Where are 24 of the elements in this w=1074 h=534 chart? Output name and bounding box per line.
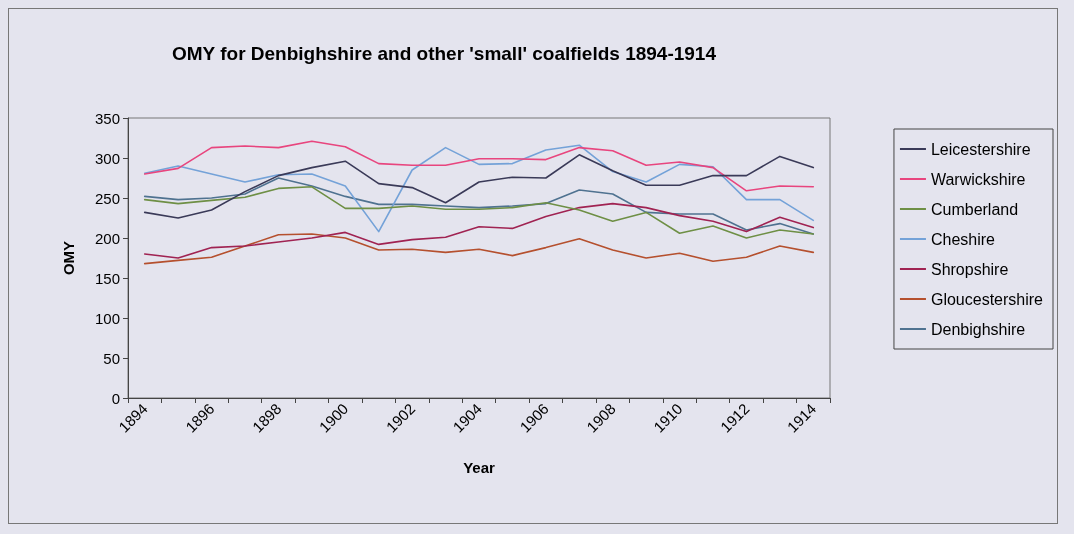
x-axis-title: Year: [463, 459, 496, 476]
legend-label: Gloucestershire: [930, 290, 1044, 308]
y-tick-label: 50: [103, 349, 120, 367]
y-tick-label: 200: [94, 229, 120, 247]
legend-label: Cheshire: [930, 230, 996, 248]
y-tick-label: 250: [94, 189, 120, 207]
chart-title: OMY for Denbighshire and other 'small' coalfields 1894-1914: [171, 43, 717, 64]
y-tick-label: 150: [94, 269, 120, 287]
y-tick-label: 350: [94, 109, 120, 127]
line-series: [143, 186, 815, 239]
line-series: [143, 140, 815, 192]
line-series: [143, 154, 815, 219]
line-series: [143, 202, 815, 259]
legend-label: Denbighshire: [930, 320, 1026, 338]
y-axis-title: OMY: [60, 240, 77, 276]
line-series: [143, 233, 815, 265]
legend-label: Leicestershire: [930, 140, 1031, 158]
y-tick-label: 0: [111, 389, 120, 407]
legend-label: Warwickshire: [930, 170, 1026, 188]
line-series: [143, 144, 815, 233]
y-tick-label: 300: [94, 149, 120, 167]
legend-label: Cumberland: [930, 200, 1019, 218]
y-tick-label: 100: [94, 309, 120, 327]
legend-label: Shropshire: [930, 260, 1009, 278]
